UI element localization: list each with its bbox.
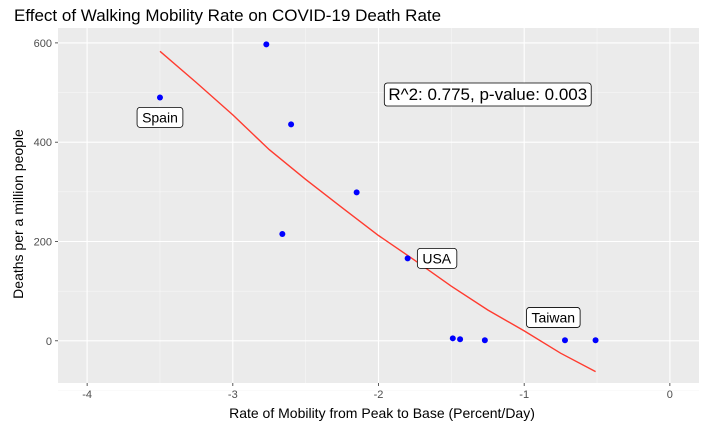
major-gridlines [58,28,699,383]
data-points [156,41,599,344]
data-point [353,189,360,196]
chart-title: Effect of Walking Mobility Rate on COVID… [14,6,441,25]
label-usa: USA [416,247,458,269]
x-axis-ticks: -4 -3 -2 -1 0 [82,383,673,401]
y-tick-label: 200 [34,236,52,248]
trend-line [159,50,596,373]
data-point [449,335,456,342]
data-point [404,255,411,262]
y-axis-ticks: 0 200 400 600 [34,38,58,348]
x-tick-label: 0 [667,389,673,401]
label-usa-box [416,247,458,269]
x-tick-label: -2 [374,389,384,401]
x-axis-title: Rate of Mobility from Peak to Base (Perc… [229,405,535,421]
data-point [279,231,286,238]
x-tick-label: -1 [519,389,529,401]
x-tick-label: -3 [228,389,238,401]
y-axis-title: Deaths per a million people [10,129,26,299]
data-point [561,337,568,344]
stat-annotation: R^2: 0.775, p-value: 0.003 [383,82,592,107]
x-tick-label: -4 [82,389,92,401]
data-point [481,337,488,344]
label-taiwan-box [526,307,581,328]
data-point [457,336,464,343]
stat-annotation-box [383,82,592,107]
label-taiwan-text: Taiwan [532,309,576,325]
data-point [592,337,599,344]
data-point [288,121,295,128]
stat-annotation-text: R^2: 0.775, p-value: 0.003 [388,85,587,104]
label-spain: Spain [136,106,184,128]
y-tick-label: 600 [34,38,52,50]
label-usa-text: USA [422,250,451,266]
y-tick-label: 0 [46,336,52,348]
label-spain-box [136,106,184,128]
data-point [263,41,270,48]
y-tick-label: 400 [34,137,52,149]
data-point [156,94,163,101]
label-spain-text: Spain [142,109,178,125]
label-taiwan: Taiwan [526,307,581,328]
point-labels: Spain USA Taiwan [136,106,581,328]
